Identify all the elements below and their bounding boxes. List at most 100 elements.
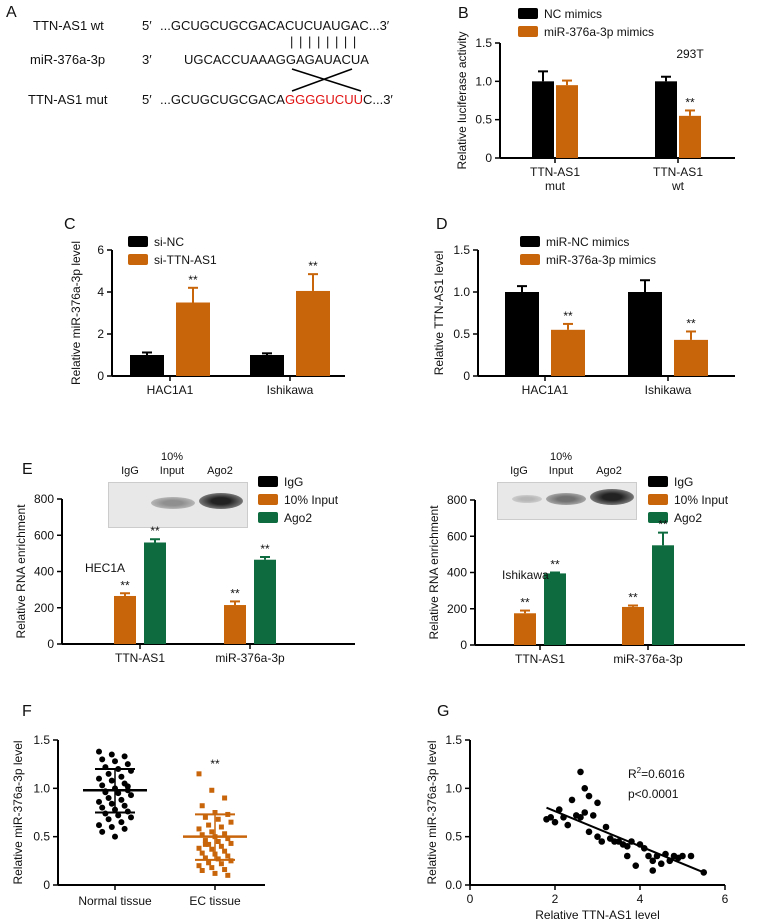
x-tick-label: 0 bbox=[467, 892, 474, 906]
chart-B bbox=[495, 8, 735, 163]
x-tick-label: HAC1A1 bbox=[522, 383, 569, 397]
y-axis-label: Relative miR-376a-3p level bbox=[11, 740, 25, 884]
r-squared-label: R2=0.6016 bbox=[628, 766, 685, 781]
data-point bbox=[657, 860, 665, 868]
y-tick-label: 0.5 bbox=[453, 327, 470, 341]
data-point bbox=[225, 872, 231, 878]
significance-label: ** bbox=[550, 558, 560, 572]
bar bbox=[144, 542, 166, 644]
significance-label: ** bbox=[230, 586, 240, 600]
data-point bbox=[215, 839, 221, 844]
x-tick-label: Ishikawa bbox=[645, 383, 692, 397]
blot-lane-label: 10% bbox=[550, 451, 572, 463]
data-point bbox=[99, 782, 106, 789]
legend-label: miR-376a-3p mimics bbox=[546, 253, 656, 267]
data-point bbox=[623, 843, 631, 850]
y-tick-label: 0.5 bbox=[445, 830, 462, 844]
legend-label: NC mimics bbox=[544, 7, 602, 21]
x-tick-label: TTN-AS1 bbox=[530, 165, 580, 179]
x-tick-label: miR-376a-3p bbox=[613, 652, 683, 666]
legend-label: IgG bbox=[674, 475, 693, 489]
bar bbox=[628, 292, 662, 376]
y-axis-label: Relative miR-376a-3p level bbox=[69, 241, 83, 385]
x-tick-label: miR-376a-3p bbox=[215, 651, 285, 665]
significance-label: ** bbox=[520, 596, 530, 610]
x-tick-label: EC tissue bbox=[189, 894, 241, 908]
data-point bbox=[199, 832, 205, 838]
western-blot-ishikawa bbox=[497, 482, 637, 520]
y-tick-label: 600 bbox=[34, 528, 54, 542]
y-tick-label: 6 bbox=[97, 243, 104, 257]
data-point bbox=[632, 862, 640, 869]
data-point bbox=[228, 840, 234, 846]
bar bbox=[674, 339, 708, 376]
y-tick-label: 1.0 bbox=[33, 781, 50, 795]
data-point bbox=[649, 867, 657, 874]
data-point bbox=[121, 753, 128, 760]
data-point bbox=[594, 833, 601, 840]
x-axis-label: Relative TTN-AS1 level bbox=[535, 908, 660, 921]
data-point bbox=[118, 819, 125, 826]
y-axis-label: Relative RNA enrichment bbox=[14, 504, 28, 639]
y-tick-label: 800 bbox=[34, 492, 54, 506]
data-point bbox=[585, 792, 593, 800]
x-tick-label: wt bbox=[671, 179, 685, 193]
data-point bbox=[124, 783, 131, 790]
data-point bbox=[209, 787, 215, 793]
significance-label: ** bbox=[658, 518, 668, 532]
legend-swatch bbox=[258, 476, 278, 487]
x-tick-label: HAC1A1 bbox=[147, 383, 194, 397]
y-tick-label: 400 bbox=[34, 565, 54, 579]
data-point bbox=[96, 775, 102, 782]
bar bbox=[532, 81, 554, 158]
data-point bbox=[121, 802, 128, 809]
data-point bbox=[206, 822, 212, 828]
bar bbox=[544, 573, 566, 645]
data-point bbox=[215, 816, 221, 822]
data-point bbox=[222, 795, 228, 801]
data-point bbox=[99, 828, 106, 835]
data-point bbox=[108, 777, 115, 784]
data-point bbox=[225, 853, 231, 859]
data-point bbox=[196, 863, 202, 869]
x-tick-label: TTN-AS1 bbox=[115, 651, 165, 665]
blot-lane-label: IgG bbox=[510, 465, 528, 477]
annotation-label: HEC1A bbox=[85, 561, 125, 575]
legend-label: IgG bbox=[284, 475, 303, 489]
seq-row-seq: UGCACCUAAAGGAGAUACUA bbox=[184, 52, 369, 67]
significance-label: ** bbox=[686, 316, 696, 330]
bar bbox=[176, 302, 210, 376]
y-tick-label: 0 bbox=[43, 878, 50, 892]
bar bbox=[296, 290, 330, 376]
data-point bbox=[598, 838, 606, 845]
data-point bbox=[228, 819, 234, 825]
data-point bbox=[649, 857, 657, 865]
seq-row-seq: ...GCUGCUGCGACAGGGGUCUUC...3′ bbox=[160, 92, 393, 107]
data-point bbox=[128, 814, 134, 821]
legend-label: Ago2 bbox=[284, 511, 312, 525]
y-tick-label: 0.5 bbox=[33, 830, 50, 844]
data-point bbox=[199, 868, 205, 873]
seq-row-end: 5′ bbox=[142, 92, 152, 107]
y-tick-label: 600 bbox=[447, 529, 467, 543]
significance-label: ** bbox=[210, 757, 220, 771]
data-point bbox=[218, 861, 224, 867]
data-point bbox=[222, 867, 228, 873]
data-point bbox=[202, 838, 208, 844]
data-point bbox=[202, 814, 208, 820]
blot-lane-label: Ago2 bbox=[596, 465, 622, 477]
seq-row-seq: ...GCUGCUGCGACACUCUAUGAC...3′ bbox=[160, 18, 390, 33]
data-point bbox=[577, 768, 584, 776]
seq-row-end: 5′ bbox=[142, 18, 152, 33]
panel-label: F bbox=[22, 703, 32, 720]
seq-mutated: GGGGUCUU bbox=[284, 92, 363, 107]
y-tick-label: 1.5 bbox=[445, 733, 462, 747]
data-point bbox=[206, 841, 212, 847]
y-axis-label: Relative TTN-AS1 level bbox=[432, 251, 446, 376]
significance-label: ** bbox=[308, 259, 318, 273]
data-point bbox=[222, 848, 228, 854]
bar bbox=[254, 559, 276, 644]
y-tick-label: 0 bbox=[463, 369, 470, 383]
data-point bbox=[564, 821, 572, 829]
significance-label: ** bbox=[563, 309, 573, 323]
